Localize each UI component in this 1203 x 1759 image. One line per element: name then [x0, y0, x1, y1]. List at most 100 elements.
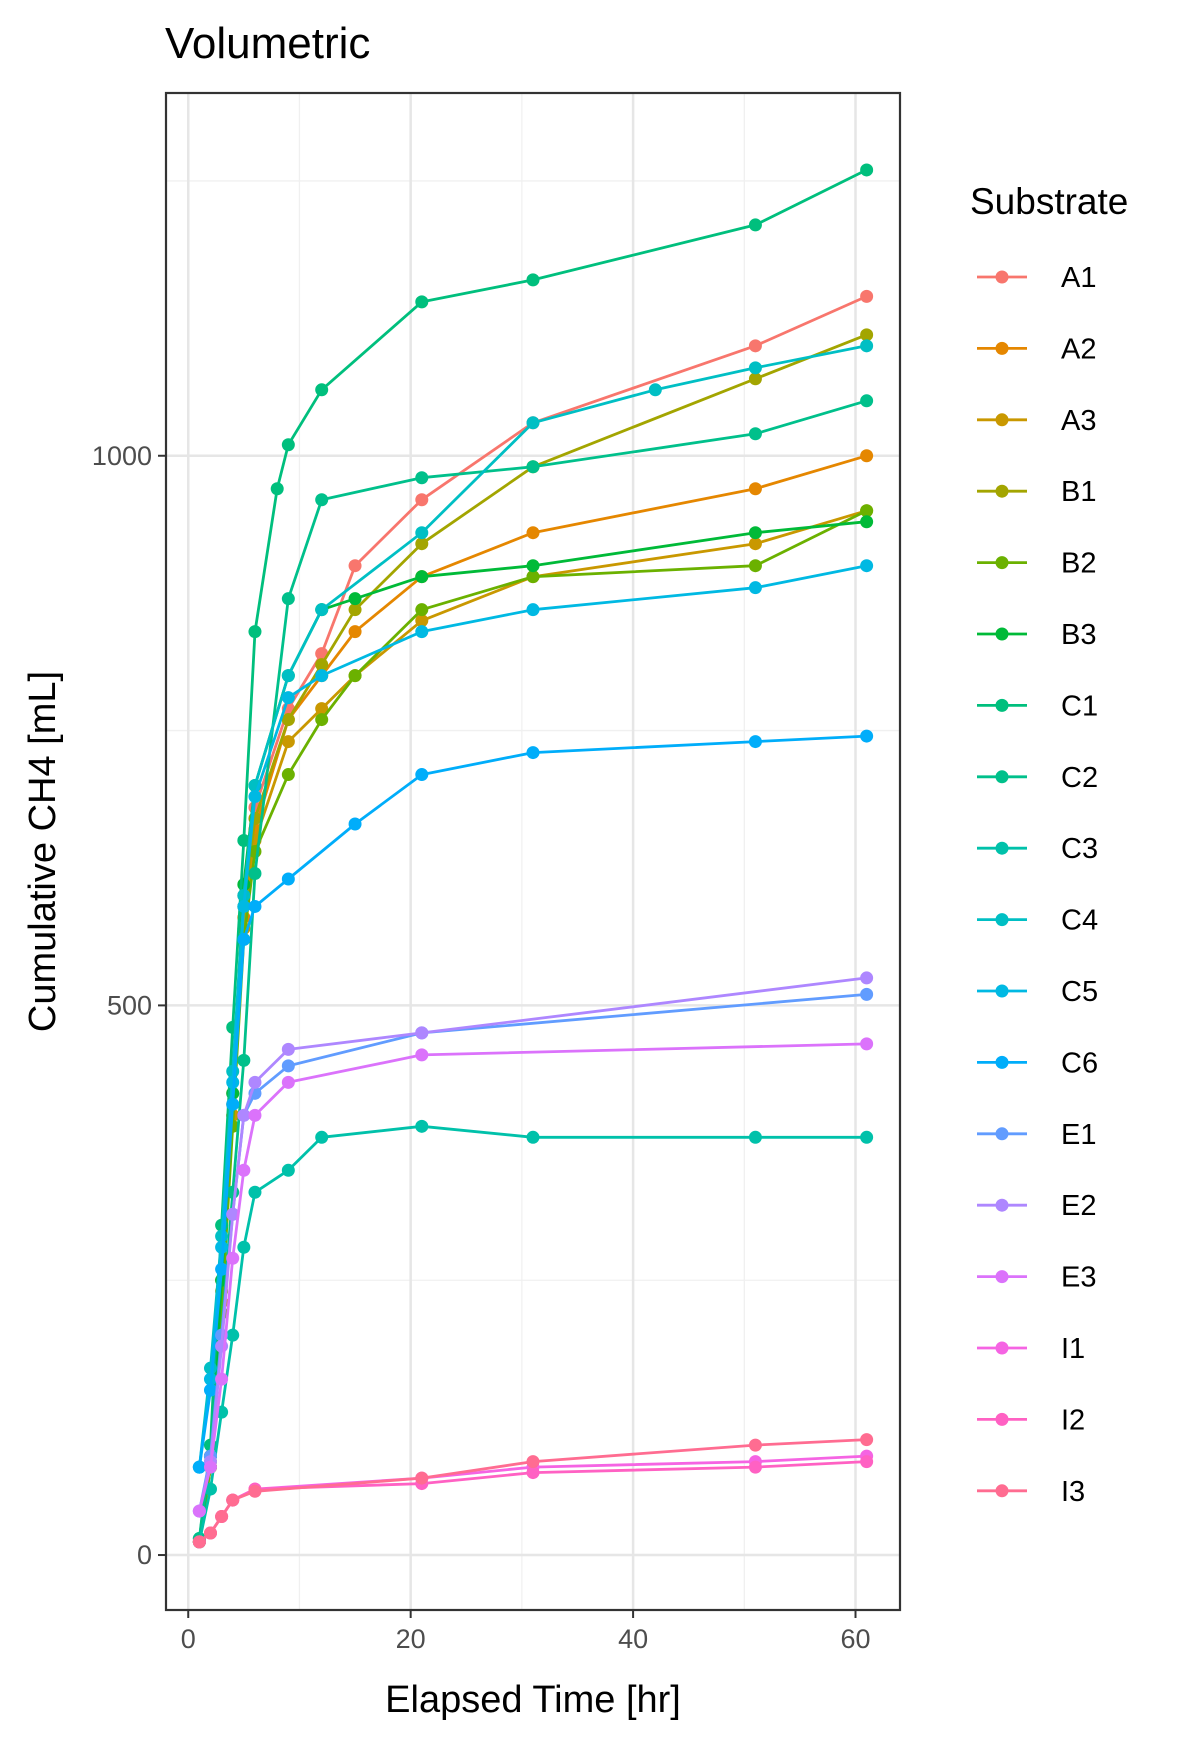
data-point	[192, 1535, 206, 1549]
data-point	[226, 1207, 240, 1221]
data-point	[415, 471, 429, 485]
data-point	[348, 559, 362, 573]
legend-label: B1	[1061, 476, 1096, 508]
legend-item-C6: C6	[977, 1047, 1098, 1079]
data-point	[315, 493, 329, 507]
legend-label: E1	[1061, 1119, 1096, 1151]
data-point	[237, 899, 251, 913]
legend: Substrate A1 A2 A3 B1 B2 B3 C1 C2 C3 C4 C5 C6 E1 E2 E3…	[970, 181, 1128, 1508]
data-point	[237, 1163, 251, 1177]
data-point	[860, 729, 874, 743]
data-point	[748, 526, 762, 540]
data-point	[348, 625, 362, 639]
data-point	[860, 1037, 874, 1051]
data-point	[860, 1130, 874, 1144]
legend-key-point	[995, 698, 1009, 712]
data-point	[860, 559, 874, 573]
data-point	[203, 1482, 217, 1496]
x-axis: 0 20 40 60	[181, 1610, 871, 1654]
legend-item-I3: I3	[977, 1476, 1085, 1508]
data-point	[860, 339, 874, 353]
data-point	[348, 603, 362, 617]
legend-item-A2: A2	[977, 333, 1096, 365]
legend-key-point	[995, 270, 1009, 284]
data-point	[281, 1042, 295, 1056]
legend-item-C5: C5	[977, 976, 1098, 1008]
legend-label: C4	[1061, 905, 1098, 937]
data-point	[248, 1108, 262, 1122]
data-point	[248, 1185, 262, 1199]
data-point	[281, 872, 295, 886]
data-point	[415, 1048, 429, 1062]
data-point	[248, 1075, 262, 1089]
y-axis: 0 500 1000	[92, 441, 166, 1570]
data-point	[860, 163, 874, 177]
data-point	[315, 603, 329, 617]
legend-label: C2	[1061, 762, 1098, 794]
data-point	[248, 1484, 262, 1498]
legend-key-point	[995, 1412, 1009, 1426]
data-point	[215, 1372, 229, 1386]
legend-items: A1 A2 A3 B1 B2 B3 C1 C2 C3 C4 C5 C6 E1 E2 E3 I1 I2 I3	[977, 262, 1098, 1508]
legend-title: Substrate	[970, 181, 1128, 222]
x-tick-label: 20	[396, 1624, 426, 1654]
data-point	[203, 1526, 217, 1540]
data-point	[526, 1466, 540, 1480]
legend-item-E3: E3	[977, 1262, 1096, 1294]
data-point	[526, 273, 540, 287]
data-point	[748, 427, 762, 441]
data-point	[415, 1471, 429, 1485]
legend-item-E2: E2	[977, 1190, 1096, 1222]
legend-label: C3	[1061, 833, 1098, 865]
data-point	[226, 1493, 240, 1507]
data-point	[237, 932, 251, 946]
data-point	[526, 1455, 540, 1469]
data-point	[748, 482, 762, 496]
legend-key-point	[995, 413, 1009, 427]
legend-key-point	[995, 1341, 1009, 1355]
data-point	[348, 592, 362, 606]
data-point	[226, 1075, 240, 1089]
data-point	[237, 1240, 251, 1254]
series-I3	[192, 1433, 874, 1549]
data-point	[248, 899, 262, 913]
legend-key-point	[995, 627, 1009, 641]
legend-label: A2	[1061, 333, 1096, 365]
data-point	[415, 603, 429, 617]
legend-item-B2: B2	[977, 548, 1096, 580]
grid-lines	[166, 93, 900, 1610]
data-point	[281, 1075, 295, 1089]
legend-label: B3	[1061, 619, 1096, 651]
data-point	[192, 1460, 206, 1474]
legend-item-A1: A1	[977, 262, 1096, 294]
legend-item-C2: C2	[977, 762, 1098, 794]
data-point	[248, 625, 262, 639]
data-point	[526, 460, 540, 474]
data-point	[281, 735, 295, 749]
data-point	[415, 526, 429, 540]
legend-key-point	[995, 1127, 1009, 1141]
data-point	[203, 1383, 217, 1397]
legend-key-point	[995, 770, 1009, 784]
x-axis-label: Elapsed Time [hr]	[385, 1679, 681, 1721]
legend-item-A3: A3	[977, 405, 1096, 437]
data-point	[226, 1328, 240, 1342]
data-point	[281, 1163, 295, 1177]
legend-label: A1	[1061, 262, 1096, 294]
data-point	[526, 416, 540, 430]
data-point	[315, 383, 329, 397]
data-point	[748, 339, 762, 353]
legend-label: E3	[1061, 1262, 1096, 1294]
data-point	[748, 372, 762, 386]
data-point	[226, 1251, 240, 1265]
data-point	[648, 383, 662, 397]
legend-item-B1: B1	[977, 476, 1096, 508]
legend-item-E1: E1	[977, 1119, 1096, 1151]
legend-item-C1: C1	[977, 690, 1098, 722]
data-point	[237, 834, 251, 848]
legend-key-point	[995, 841, 1009, 855]
legend-key-point	[995, 484, 1009, 498]
plot-panel	[164, 91, 902, 1612]
legend-key-point	[995, 913, 1009, 927]
